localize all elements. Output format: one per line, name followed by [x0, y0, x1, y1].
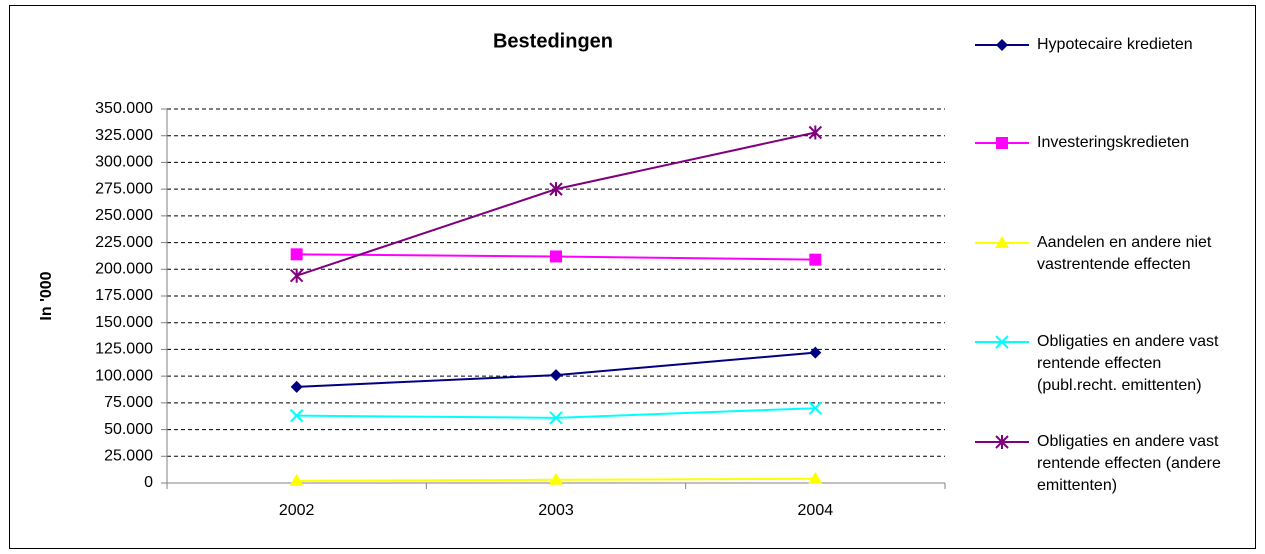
y-tick-label: 25.000 — [104, 448, 153, 465]
marker — [808, 401, 823, 415]
marker — [995, 435, 1009, 449]
legend-label: Obligaties en andere vast rentende effect… — [1037, 433, 1221, 494]
marker — [549, 411, 563, 425]
marker — [996, 39, 1008, 51]
y-tick-label: 250.000 — [95, 207, 153, 224]
y-tick-label: 175.000 — [95, 287, 153, 304]
y-tick-label: 275.000 — [95, 180, 153, 197]
marker — [289, 268, 304, 283]
y-tick-label: 125.000 — [95, 341, 153, 358]
marker — [809, 253, 822, 266]
y-tick-label: 325.000 — [95, 127, 153, 144]
marker — [549, 472, 563, 485]
marker — [290, 380, 303, 393]
y-tick-label: 50.000 — [104, 421, 153, 438]
y-tick-label: 225.000 — [95, 234, 153, 251]
marker — [550, 250, 562, 263]
marker — [549, 182, 563, 197]
x-tick-label: 2004 — [798, 502, 834, 519]
marker — [289, 408, 304, 423]
legend-label: Obligaties en andere vast rentende effect… — [1037, 333, 1219, 394]
x-tick-label: 2002 — [279, 502, 315, 519]
marker — [995, 335, 1009, 349]
marker — [290, 248, 303, 261]
marker — [550, 369, 562, 382]
marker — [996, 137, 1008, 149]
marker — [289, 473, 304, 486]
marker — [808, 125, 823, 140]
y-tick-label: 300.000 — [95, 154, 153, 171]
marker — [995, 236, 1009, 248]
y-axis-label: In '000 — [38, 271, 55, 320]
y-tick-label: 200.000 — [95, 261, 153, 278]
chart-border — [9, 5, 1256, 549]
y-tick-label: 75.000 — [104, 394, 153, 411]
y-tick-label: 150.000 — [95, 314, 153, 331]
marker — [809, 346, 822, 359]
x-tick-label: 2003 — [538, 502, 574, 519]
y-tick-label: 100.000 — [95, 367, 153, 384]
y-tick-label: 0 — [144, 474, 153, 491]
legend-label: Hypotecaire kredieten — [1037, 36, 1193, 53]
y-tick-label: 350.000 — [95, 100, 153, 117]
chart-title: Bestedingen — [493, 30, 613, 52]
legend-label: Aandelen en andere niet vastrentende effe… — [1037, 234, 1212, 273]
legend-label: Investeringskredieten — [1037, 134, 1189, 151]
marker — [808, 471, 823, 484]
